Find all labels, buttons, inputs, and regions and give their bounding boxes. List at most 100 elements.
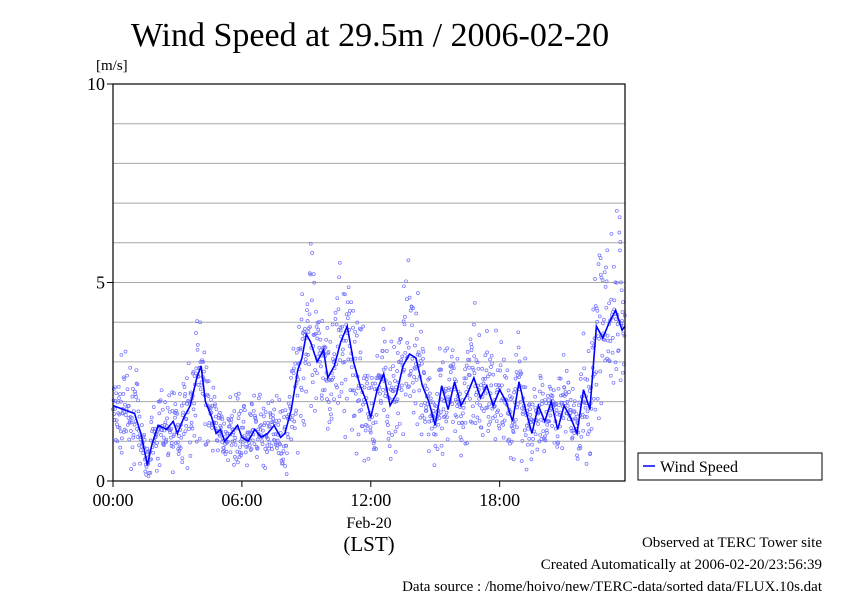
raw-sample-point xyxy=(135,427,139,431)
raw-sample-point xyxy=(283,464,287,468)
raw-sample-point xyxy=(385,419,389,424)
raw-sample-point xyxy=(430,426,434,431)
raw-sample-point xyxy=(411,306,415,310)
raw-sample-point xyxy=(349,300,353,305)
raw-sample-point xyxy=(331,375,336,380)
raw-sample-point xyxy=(439,443,444,448)
raw-sample-point xyxy=(486,414,491,419)
raw-sample-point xyxy=(170,408,175,413)
raw-sample-point xyxy=(327,407,332,411)
raw-sample-point xyxy=(479,383,483,388)
raw-sample-point xyxy=(502,357,506,362)
raw-sample-point xyxy=(597,336,601,341)
raw-sample-point xyxy=(255,446,260,450)
raw-sample-point xyxy=(382,408,386,412)
raw-sample-point xyxy=(250,402,254,407)
raw-sample-point xyxy=(148,471,153,475)
raw-sample-point xyxy=(211,385,216,390)
raw-sample-point xyxy=(567,390,571,394)
raw-sample-point xyxy=(621,300,625,304)
raw-sample-point xyxy=(387,444,392,448)
raw-sample-point xyxy=(206,379,211,384)
raw-sample-point xyxy=(415,422,420,427)
raw-sample-point xyxy=(353,391,358,396)
raw-sample-point xyxy=(310,373,315,377)
raw-sample-point xyxy=(561,416,566,420)
raw-sample-point xyxy=(373,387,377,391)
raw-sample-point xyxy=(388,457,393,461)
raw-sample-point xyxy=(557,376,562,381)
raw-sample-point xyxy=(485,350,489,355)
raw-sample-point xyxy=(406,345,411,350)
raw-sample-point xyxy=(232,463,236,467)
raw-sample-point xyxy=(472,371,477,376)
raw-sample-point xyxy=(332,352,337,357)
raw-sample-point xyxy=(404,279,408,284)
raw-sample-point xyxy=(367,386,371,391)
raw-sample-point xyxy=(191,407,196,412)
raw-sample-point xyxy=(389,385,394,390)
raw-sample-point xyxy=(471,413,476,418)
raw-sample-point xyxy=(305,302,310,307)
raw-sample-point xyxy=(282,415,286,419)
raw-sample-point xyxy=(378,391,382,396)
raw-sample-point xyxy=(555,444,560,449)
raw-sample-point xyxy=(114,418,119,423)
raw-sample-point xyxy=(115,400,120,405)
raw-sample-point xyxy=(438,373,443,378)
raw-sample-point xyxy=(351,308,356,313)
raw-sample-point xyxy=(481,377,486,381)
raw-sample-point xyxy=(362,458,367,463)
raw-sample-point xyxy=(405,340,410,345)
raw-sample-point xyxy=(317,331,321,336)
raw-sample-point xyxy=(125,387,130,392)
raw-sample-point xyxy=(261,463,266,468)
raw-sample-point xyxy=(175,411,180,416)
x-tick-label: 00:00 xyxy=(92,490,133,510)
raw-sample-point xyxy=(582,414,587,419)
raw-sample-point xyxy=(277,397,282,402)
raw-sample-point xyxy=(547,419,552,424)
raw-sample-point xyxy=(342,338,346,343)
raw-sample-point xyxy=(462,376,467,381)
raw-sample-point xyxy=(606,338,610,343)
raw-sample-point xyxy=(355,320,360,325)
series-line-wind-speed xyxy=(112,308,626,466)
raw-sample-point xyxy=(247,443,252,448)
raw-sample-point xyxy=(477,418,482,423)
raw-sample-point xyxy=(396,360,401,364)
raw-sample-point xyxy=(241,425,246,430)
raw-sample-point xyxy=(243,450,248,455)
raw-sample-point xyxy=(501,435,506,440)
raw-sample-point xyxy=(244,445,249,449)
raw-sample-point xyxy=(170,470,175,475)
raw-sample-point xyxy=(295,450,300,455)
raw-sample-point xyxy=(290,425,294,429)
raw-sample-point xyxy=(180,456,185,461)
raw-sample-point xyxy=(543,438,548,443)
raw-sample-point xyxy=(291,346,296,351)
raw-sample-point xyxy=(142,432,147,437)
raw-sample-point xyxy=(618,248,622,253)
raw-sample-point xyxy=(515,425,519,430)
raw-sample-point xyxy=(491,372,496,377)
raw-sample-point xyxy=(483,353,488,358)
raw-sample-point xyxy=(416,291,420,295)
raw-sample-point xyxy=(512,390,516,395)
raw-sample-point xyxy=(414,336,419,341)
raw-sample-point xyxy=(566,380,571,385)
raw-sample-point xyxy=(378,398,383,403)
raw-sample-point xyxy=(489,353,494,358)
raw-sample-point xyxy=(352,388,357,393)
raw-sample-point xyxy=(163,420,168,425)
raw-sample-point xyxy=(471,404,475,409)
raw-sample-point xyxy=(304,389,308,394)
raw-sample-point xyxy=(338,358,342,362)
raw-sample-point xyxy=(179,403,184,408)
raw-sample-point xyxy=(578,446,583,450)
raw-sample-point xyxy=(319,393,324,398)
x-tick-label: 18:00 xyxy=(479,490,520,510)
raw-sample-point xyxy=(113,407,117,411)
raw-sample-point xyxy=(183,392,188,396)
raw-sample-point xyxy=(318,348,323,353)
